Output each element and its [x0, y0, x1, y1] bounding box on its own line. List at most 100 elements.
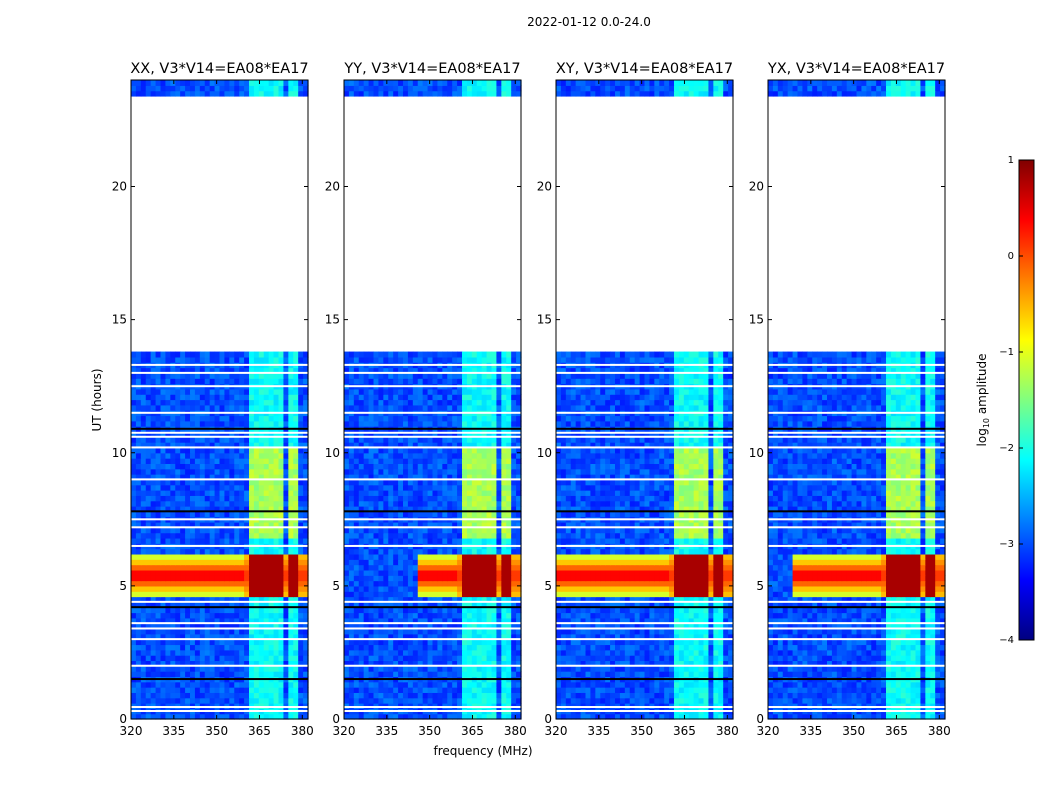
heatmap-cell: [239, 527, 245, 534]
heatmap-cell: [263, 559, 270, 566]
heatmap-cell: [407, 628, 414, 635]
heatmap-cell: [219, 617, 226, 624]
heatmap-cell: [412, 378, 419, 385]
heatmap-cell: [219, 463, 226, 470]
heatmap-cell: [239, 655, 245, 662]
heatmap-cell: [224, 671, 230, 677]
heatmap-cell: [516, 537, 522, 544]
heatmap-cell: [344, 388, 350, 395]
heatmap-cell: [155, 511, 162, 518]
heatmap-cell: [437, 564, 443, 571]
heatmap-cell: [344, 415, 350, 422]
heatmap-cell: [175, 612, 181, 619]
heatmap-cell: [442, 612, 448, 619]
heatmap-cell: [481, 569, 488, 576]
heatmap-cell: [258, 575, 265, 582]
heatmap-cell: [185, 490, 191, 496]
heatmap-cell: [353, 703, 360, 709]
heatmap-cell: [457, 420, 463, 427]
heatmap-cell: [258, 378, 265, 385]
heatmap-cell: [293, 617, 299, 624]
heatmap-cell: [224, 665, 230, 672]
heatmap-cell: [407, 596, 414, 603]
heatmap-cell: [219, 85, 226, 92]
heatmap-cell: [457, 633, 463, 640]
heatmap-cell: [383, 628, 389, 635]
heatmap-cell: [388, 628, 394, 635]
heatmap-cell: [476, 527, 483, 534]
heatmap-cell: [293, 671, 299, 677]
heatmap-cell: [437, 511, 443, 518]
heatmap-cell: [398, 490, 404, 496]
heatmap-cell: [353, 665, 360, 672]
heatmap-cell: [516, 617, 522, 624]
heatmap-cell: [432, 649, 439, 656]
heatmap-cell: [516, 692, 522, 699]
heatmap-cell: [131, 612, 137, 619]
heatmap-cell: [417, 617, 424, 624]
heatmap-cell: [412, 458, 419, 464]
heatmap-cell: [239, 420, 245, 427]
heatmap-cell: [209, 660, 216, 667]
heatmap-cell: [348, 553, 355, 560]
heatmap-cell: [442, 601, 448, 608]
heatmap-cell: [263, 420, 270, 427]
heatmap-cell: [268, 351, 275, 358]
heatmap-cell: [491, 580, 498, 587]
heatmap-cell: [403, 692, 409, 699]
heatmap-cell: [234, 548, 240, 555]
heatmap-cell: [288, 85, 294, 92]
heatmap-cell: [393, 511, 399, 518]
heatmap-cell: [145, 553, 152, 560]
heatmap-cell: [180, 628, 186, 635]
heatmap-cell: [160, 713, 167, 720]
heatmap-cell: [378, 575, 384, 582]
heatmap-cell: [194, 697, 201, 704]
heatmap-cell: [373, 569, 380, 576]
heatmap-cell: [437, 607, 443, 614]
heatmap-cell: [348, 612, 355, 619]
heatmap-cell: [348, 463, 355, 470]
heatmap-cell: [175, 351, 181, 358]
heatmap-cell: [442, 506, 448, 512]
heatmap-cell: [170, 692, 176, 699]
heatmap-cell: [204, 607, 211, 614]
heatmap-cell: [180, 351, 186, 358]
heatmap-cell: [442, 388, 448, 395]
heatmap-cell: [199, 436, 206, 443]
heatmap-cell: [427, 388, 434, 395]
heatmap-cell: [283, 415, 289, 422]
heatmap-cell: [278, 388, 285, 395]
heatmap-cell: [165, 468, 171, 475]
heatmap-cell: [303, 660, 309, 667]
heatmap-cell: [447, 633, 453, 640]
heatmap-cell: [145, 671, 152, 677]
heatmap-cell: [383, 521, 389, 528]
heatmap-cell: [422, 431, 429, 438]
heatmap-cell: [368, 378, 375, 385]
heatmap-cell: [180, 511, 186, 518]
heatmap-cell: [219, 521, 226, 528]
heatmap-cell: [150, 442, 157, 449]
heatmap-cell: [398, 468, 404, 475]
heatmap-cell: [194, 506, 201, 512]
heatmap-cell: [268, 639, 275, 646]
heatmap-cell: [471, 452, 478, 459]
heatmap-cell: [293, 484, 299, 491]
heatmap-cell: [298, 415, 304, 422]
heatmap-cell: [258, 388, 265, 395]
heatmap-cell: [427, 665, 434, 672]
heatmap-cell: [516, 484, 522, 491]
heatmap-cell: [383, 665, 389, 672]
heatmap-cell: [516, 655, 522, 662]
heatmap-cell: [511, 500, 517, 507]
heatmap-cell: [273, 404, 280, 411]
heatmap-cell: [229, 521, 235, 528]
heatmap-cell: [378, 468, 384, 475]
heatmap-cell: [160, 623, 167, 630]
heatmap-cell: [398, 633, 404, 640]
heatmap-cell: [224, 591, 230, 598]
heatmap-cell: [131, 495, 137, 502]
heatmap-cell: [135, 399, 142, 406]
heatmap-cell: [165, 458, 171, 464]
